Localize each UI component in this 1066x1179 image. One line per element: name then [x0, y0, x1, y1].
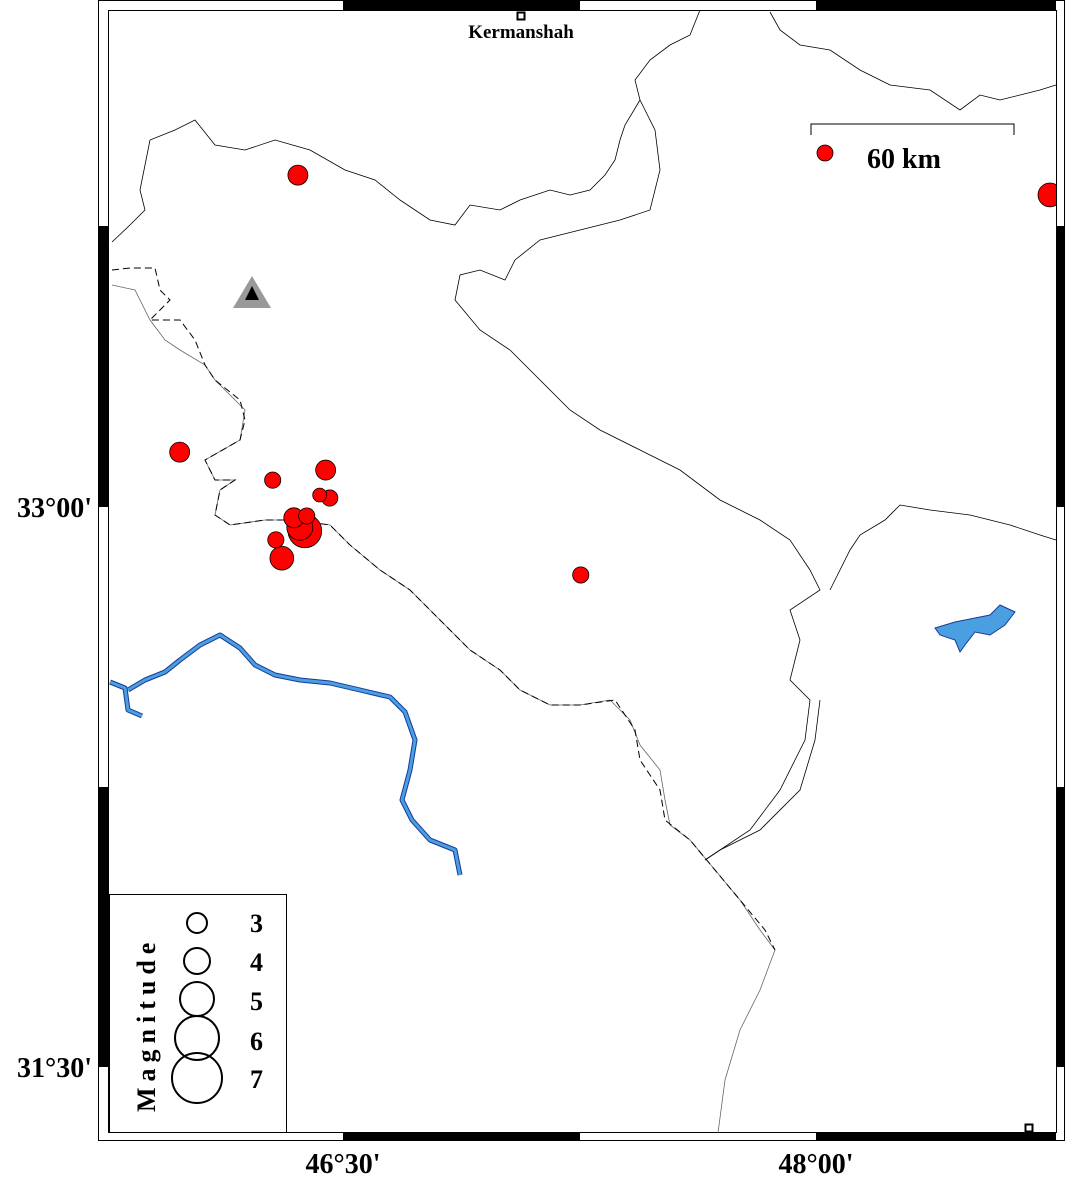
events-layer — [169, 164, 1056, 584]
legend-label: 3 — [250, 909, 263, 938]
earthquake-event — [287, 164, 309, 186]
inner-frame — [108, 10, 1057, 1133]
y-tick-label: 33°00' — [17, 493, 92, 524]
earthquake-event — [267, 531, 285, 549]
province-boundaries — [111, 9, 1057, 861]
corner-marker — [1024, 1123, 1034, 1133]
legend-label: 5 — [250, 987, 263, 1016]
earthquake-event — [312, 487, 328, 503]
magnitude-legend: Magnitude 3 4 5 6 7 — [109, 894, 287, 1133]
x-tick-label: 48°00' — [779, 1149, 854, 1179]
earthquake-event — [298, 507, 316, 525]
earthquake-event — [169, 441, 191, 463]
legend-circle — [174, 1015, 220, 1061]
outer-frame — [98, 0, 1065, 1141]
legend-label: 6 — [250, 1027, 263, 1056]
earthquake-event — [572, 566, 590, 584]
earthquake-event — [315, 459, 337, 481]
scale-bar: 60 km — [810, 123, 1015, 175]
y-tick-label: 31°30' — [17, 1053, 92, 1084]
legend-circle — [171, 1052, 223, 1104]
legend-circle — [183, 947, 211, 975]
scale-event-symbol — [816, 144, 834, 162]
earthquake-event — [1037, 182, 1056, 208]
city-marker — [516, 11, 526, 21]
legend-label: 4 — [250, 948, 263, 977]
scale-bar-label: 60 km — [867, 144, 941, 175]
legend-circle — [186, 912, 208, 934]
frame-ticks — [99, 1, 1064, 1140]
river — [109, 632, 463, 876]
earthquake-event — [264, 471, 282, 489]
city-label: Kermanshah — [468, 22, 574, 43]
lake — [934, 604, 1016, 654]
earthquake-event — [269, 545, 295, 571]
station-triangle-icon — [233, 276, 271, 308]
legend-label: 7 — [250, 1065, 263, 1094]
legend-title: Magnitude — [132, 937, 161, 1112]
x-tick-label: 46°30' — [306, 1149, 381, 1179]
